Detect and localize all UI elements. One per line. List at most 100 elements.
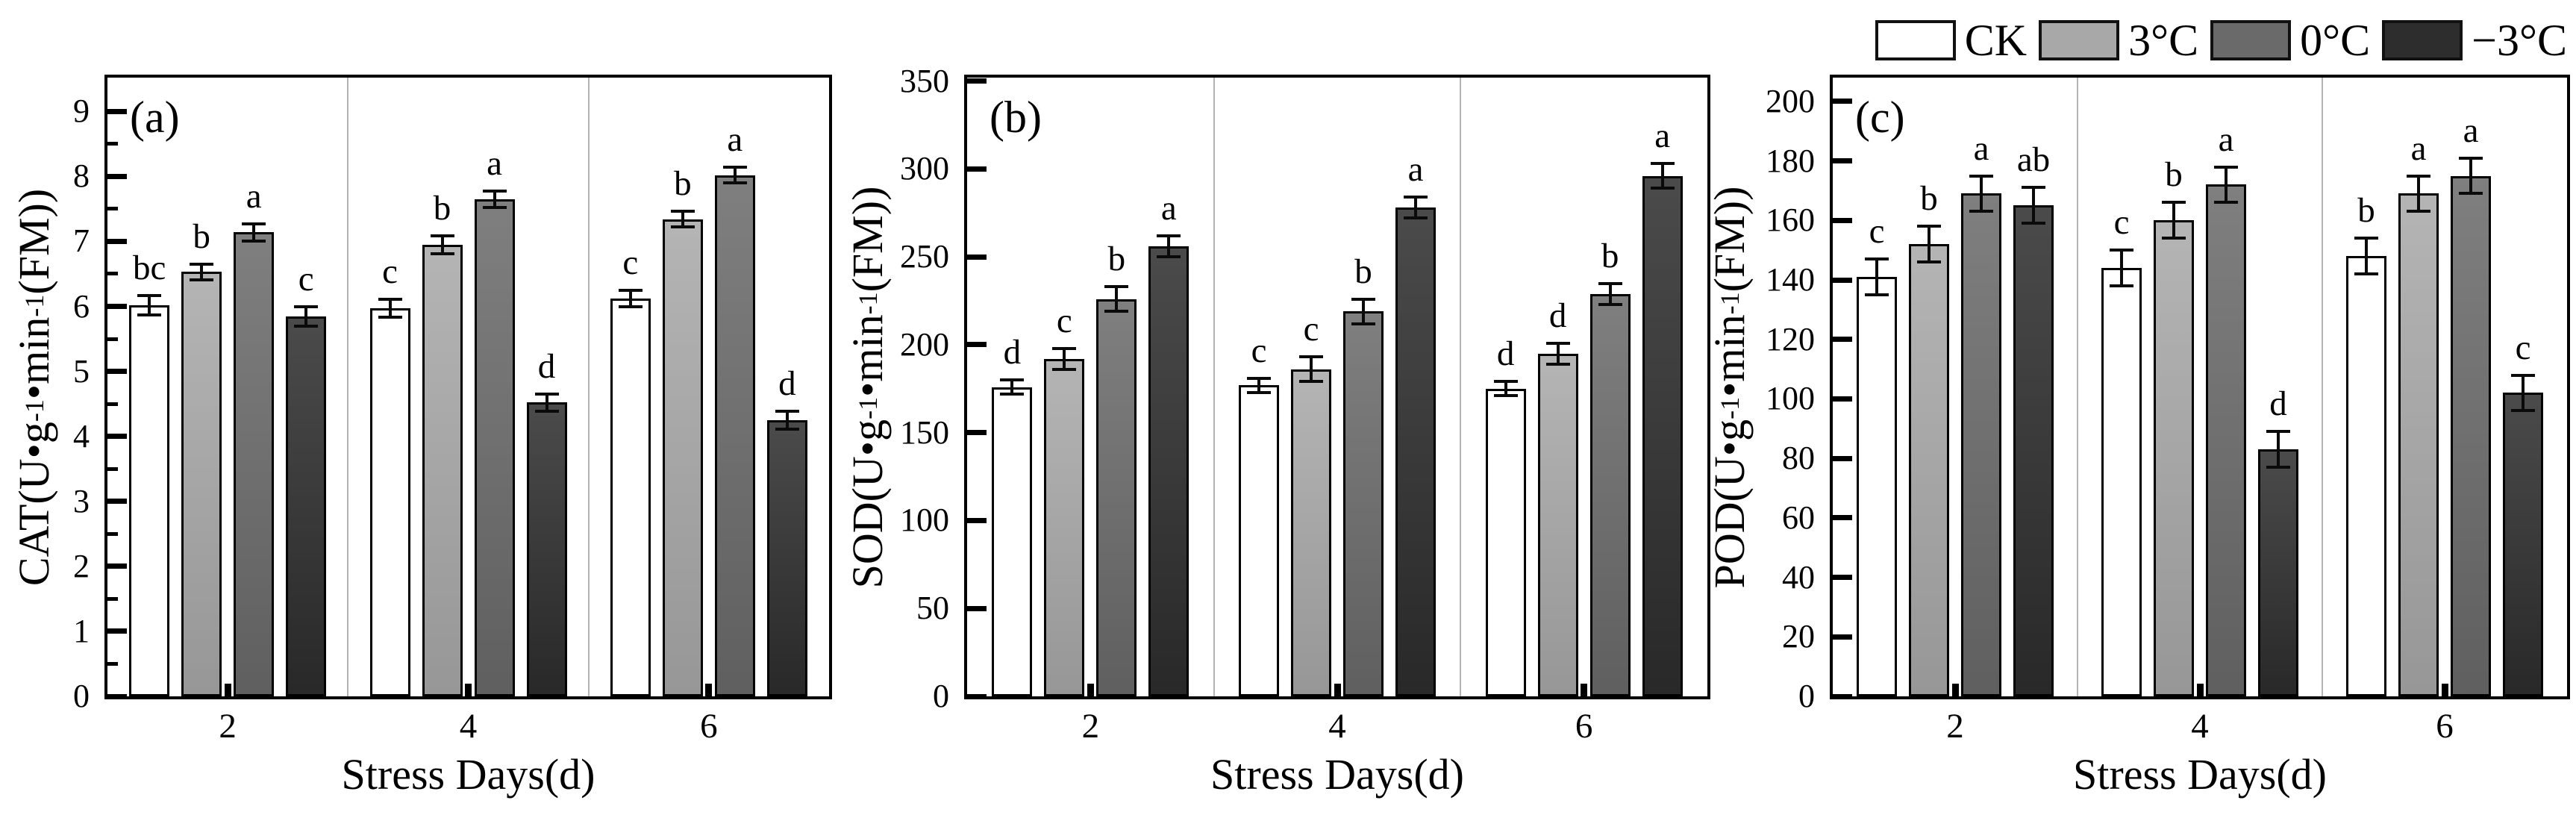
- error-bar-cap-bottom: [242, 239, 266, 243]
- error-bar-cap-bottom: [190, 278, 214, 281]
- significance-letter: d: [778, 363, 796, 403]
- bar: [474, 199, 515, 696]
- significance-letter: d: [1003, 333, 1022, 372]
- y-tick-label: 20: [1782, 618, 1815, 655]
- y-tick-label: 180: [1766, 142, 1815, 179]
- error-bar-cap-bottom: [1545, 362, 1570, 366]
- bar: [1589, 293, 1631, 696]
- error-bar-cap-bottom: [1917, 260, 1941, 264]
- significance-letter: a: [487, 143, 502, 183]
- error-bar-whisker: [1257, 378, 1260, 393]
- bar: [2398, 193, 2439, 696]
- bar: [2101, 268, 2142, 696]
- error-bar-cap-bottom: [2266, 466, 2290, 469]
- error-bar-whisker: [1556, 343, 1560, 364]
- bar: [1096, 299, 1137, 696]
- x-tick: [1334, 684, 1341, 696]
- error-bar-whisker: [2365, 238, 2368, 275]
- y-tick-label: 4: [73, 417, 90, 455]
- y-tick-label: 100: [1766, 380, 1815, 417]
- significance-letter: a: [2410, 128, 2427, 168]
- error-bar-cap-top: [1000, 378, 1025, 382]
- x-tick: [224, 684, 231, 696]
- y-axis-title-text: POD(U•g: [1705, 419, 1754, 588]
- error-bar-cap-bottom: [534, 409, 559, 413]
- significance-letter: a: [2463, 110, 2479, 150]
- y-tick: [1833, 575, 1852, 581]
- panel-tag: (c): [1855, 93, 1905, 142]
- y-tick: [967, 517, 987, 523]
- significance-letter: b: [1107, 240, 1126, 279]
- significance-letter: d: [2269, 384, 2287, 424]
- error-bar-cap-top: [1917, 225, 1941, 228]
- significance-letter: c: [1869, 212, 1885, 252]
- significance-letter: b: [1920, 179, 1938, 219]
- significance-letter: c: [382, 252, 398, 291]
- error-bar-whisker: [1414, 197, 1417, 219]
- legend-item: −3°C: [2382, 16, 2567, 64]
- plot-area-c: (c) c b a ab c b a d b a a c: [1830, 75, 2570, 699]
- legend-item: 3°C: [2039, 16, 2198, 64]
- legend-swatch: [2382, 20, 2463, 60]
- y-tick-label: 3: [73, 482, 90, 519]
- error-bar-cap-top: [618, 288, 643, 292]
- x-tick-label: 4: [459, 707, 478, 746]
- x-tick-label: 2: [219, 707, 237, 746]
- x-axis-title: Stress Days(d): [2073, 750, 2327, 799]
- y-tick-label: 8: [73, 157, 90, 195]
- legend-swatch: [2039, 20, 2120, 60]
- y-minor-tick: [107, 531, 118, 536]
- error-bar-whisker: [200, 263, 204, 280]
- error-bar-cap-bottom: [430, 252, 454, 255]
- bar: [992, 387, 1033, 696]
- error-bar-whisker: [2032, 187, 2035, 224]
- y-tick: [107, 628, 127, 634]
- error-bar-cap-top: [1598, 281, 1622, 285]
- significance-letter: c: [1056, 301, 1072, 340]
- error-bar-cap-top: [1247, 376, 1271, 380]
- x-tick-label: 6: [1575, 707, 1593, 746]
- y-tick: [1833, 396, 1852, 402]
- day-group-separator: [588, 78, 590, 696]
- x-tick-label: 4: [2191, 707, 2209, 746]
- significance-letter: d: [1496, 334, 1515, 374]
- panel-tag: (a): [130, 93, 180, 142]
- error-bar-cap-top: [1493, 380, 1518, 384]
- y-tick-label: 40: [1782, 558, 1815, 596]
- error-bar-cap-top: [775, 409, 799, 413]
- error-bar-whisker: [1063, 348, 1066, 369]
- bar: [766, 419, 807, 696]
- legend-label: 0°C: [2300, 16, 2371, 65]
- x-tick-label: 2: [1946, 707, 1964, 746]
- y-tick-label: 7: [73, 222, 90, 260]
- error-bar-cap-bottom: [670, 225, 695, 229]
- y-tick: [107, 563, 127, 569]
- error-bar-cap-bottom: [2110, 284, 2133, 287]
- y-tick-label: 0: [73, 678, 90, 714]
- error-bar-whisker: [1167, 235, 1171, 257]
- y-tick-label: 200: [900, 325, 949, 363]
- error-bar-cap-bottom: [1247, 390, 1271, 394]
- bar: [1642, 175, 1683, 696]
- error-bar-cap-top: [670, 210, 695, 213]
- y-tick-label: 60: [1782, 499, 1815, 536]
- significance-letter: c: [1303, 310, 1319, 349]
- y-tick: [1833, 634, 1852, 640]
- day-group-separator: [1460, 78, 1461, 696]
- y-minor-tick: [107, 142, 118, 146]
- bar: [2154, 220, 2194, 696]
- bar: [1148, 246, 1189, 696]
- bar: [181, 272, 222, 696]
- bar: [714, 175, 755, 696]
- y-tick-label: 100: [900, 502, 949, 539]
- x-tick-label: 6: [700, 707, 718, 746]
- y-tick-label: 0: [1798, 678, 1815, 714]
- error-bar-whisker: [388, 299, 392, 318]
- y-tick: [107, 369, 127, 375]
- error-bar-cap-top: [1865, 257, 1889, 261]
- error-bar-whisker: [1362, 299, 1365, 324]
- bar: [129, 305, 170, 696]
- error-bar-cap-top: [2459, 156, 2483, 160]
- error-bar-cap-top: [2214, 165, 2238, 169]
- significance-letter: b: [433, 188, 451, 228]
